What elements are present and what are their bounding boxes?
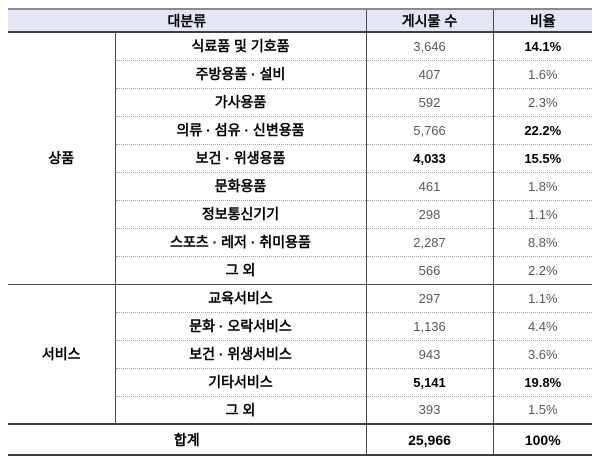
count-cell: 3,646 bbox=[366, 31, 494, 60]
table-header: 대분류 게시물 수 비율 bbox=[8, 9, 593, 33]
table-row: 문화 · 오락서비스 1,136 4.4% bbox=[8, 311, 593, 340]
ratio-cell: 1.1% bbox=[493, 199, 593, 228]
count-cell: 297 bbox=[366, 283, 494, 312]
ratio-cell: 22.2% bbox=[493, 115, 593, 144]
table-row: 상품 식료품 및 기호품 3,646 14.1% bbox=[8, 31, 593, 284]
ratio-cell: 19.8% bbox=[493, 367, 593, 396]
table-row: 서비스 교육서비스 297 1.1% bbox=[8, 283, 593, 424]
count-cell: 407 bbox=[366, 59, 494, 88]
table-row: 보건 · 위생용품 4,033 15.5% bbox=[8, 143, 593, 172]
category-stats-table: 대분류 게시물 수 비율 상품 식료품 및 기호품 3,646 14.1% 주방용품 ·… bbox=[8, 8, 593, 456]
table-row: 그 외 566 2.2% bbox=[8, 255, 593, 284]
count-cell: 592 bbox=[366, 87, 494, 116]
category-cell: 의류 · 섬유 · 신변용품 bbox=[115, 115, 367, 144]
table-row: 기타서비스 5,141 19.8% bbox=[8, 367, 593, 396]
ratio-cell: 1.5% bbox=[493, 395, 593, 424]
count-cell: 393 bbox=[366, 395, 494, 424]
category-cell: 기타서비스 bbox=[115, 367, 367, 396]
table-row: 보건 · 위생서비스 943 3.6% bbox=[8, 339, 593, 368]
ratio-cell: 1.1% bbox=[493, 283, 593, 312]
ratio-cell: 2.2% bbox=[493, 255, 593, 284]
ratio-cell: 4.4% bbox=[493, 311, 593, 340]
total-count: 25,966 bbox=[366, 423, 494, 455]
count-cell: 298 bbox=[366, 199, 494, 228]
category-cell: 그 외 bbox=[115, 255, 367, 284]
table-row: 가사용품 592 2.3% bbox=[8, 87, 593, 116]
category-cell: 가사용품 bbox=[115, 87, 367, 116]
table-row: 문화용품 461 1.8% bbox=[8, 171, 593, 200]
ratio-cell: 1.6% bbox=[493, 59, 593, 88]
count-cell: 1,136 bbox=[366, 311, 494, 340]
count-cell: 943 bbox=[366, 339, 494, 368]
ratio-cell: 2.3% bbox=[493, 87, 593, 116]
ratio-cell: 3.6% bbox=[493, 339, 593, 368]
header-ratio: 비율 bbox=[493, 9, 593, 33]
category-cell: 정보통신기기 bbox=[115, 199, 367, 228]
category-cell: 그 외 bbox=[115, 395, 367, 424]
count-cell: 4,033 bbox=[366, 143, 494, 172]
table-body: 상품 식료품 및 기호품 3,646 14.1% 주방용품 · 설비 407 1.6% 가사용… bbox=[8, 31, 593, 424]
count-cell: 566 bbox=[366, 255, 494, 284]
table-row: 주방용품 · 설비 407 1.6% bbox=[8, 59, 593, 88]
category-cell: 문화용품 bbox=[115, 171, 367, 200]
header-count: 게시물 수 bbox=[366, 9, 494, 33]
ratio-cell: 15.5% bbox=[493, 143, 593, 172]
group-label: 상품 bbox=[8, 31, 116, 284]
category-cell: 식료품 및 기호품 bbox=[115, 31, 367, 60]
total-row: 합계 25,966 100% bbox=[8, 423, 593, 455]
header-row: 대분류 게시물 수 비율 bbox=[8, 9, 593, 33]
table-footer: 합계 25,966 100% bbox=[8, 423, 593, 455]
table-row: 스포츠 · 레저 · 취미용품 2,287 8.8% bbox=[8, 227, 593, 256]
table-row: 의류 · 섬유 · 신변용품 5,766 22.2% bbox=[8, 115, 593, 144]
category-cell: 보건 · 위생용품 bbox=[115, 143, 367, 172]
header-category: 대분류 bbox=[8, 9, 367, 33]
ratio-cell: 1.8% bbox=[493, 171, 593, 200]
count-cell: 5,766 bbox=[366, 115, 494, 144]
group-label: 서비스 bbox=[8, 283, 116, 424]
table-row: 정보통신기기 298 1.1% bbox=[8, 199, 593, 228]
count-cell: 5,141 bbox=[366, 367, 494, 396]
category-cell: 교육서비스 bbox=[115, 283, 367, 312]
total-label: 합계 bbox=[8, 423, 367, 455]
category-cell: 보건 · 위생서비스 bbox=[115, 339, 367, 368]
count-cell: 2,287 bbox=[366, 227, 494, 256]
total-ratio: 100% bbox=[493, 423, 593, 455]
table-row: 그 외 393 1.5% bbox=[8, 395, 593, 424]
ratio-cell: 8.8% bbox=[493, 227, 593, 256]
category-cell: 주방용품 · 설비 bbox=[115, 59, 367, 88]
count-cell: 461 bbox=[366, 171, 494, 200]
ratio-cell: 14.1% bbox=[493, 31, 593, 60]
category-cell: 문화 · 오락서비스 bbox=[115, 311, 367, 340]
category-cell: 스포츠 · 레저 · 취미용품 bbox=[115, 227, 367, 256]
